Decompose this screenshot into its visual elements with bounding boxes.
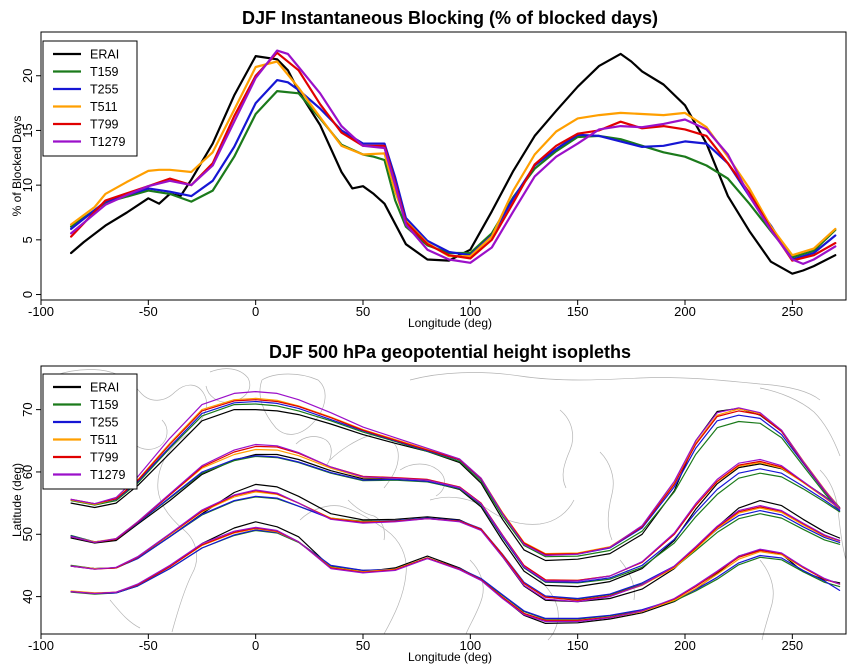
panel2-title: DJF 500 hPa geopotential height isopleth… (269, 342, 631, 362)
p1-series-t799-line (70, 51, 837, 262)
p2-series-erai-isopleth-2 (70, 453, 841, 588)
panel2-chart: -100 -50 0 50 100 150 200 250 40 50 60 70 Longitud… (10, 365, 847, 664)
panel2-y-axis-label: Latitude (deg) (10, 463, 24, 537)
p1-series-t255-line (70, 79, 837, 261)
p2-x-tick-label: 0 (252, 638, 259, 653)
panel2-legend: ERAI T159 T255 T511 T799 T1279 (42, 373, 138, 490)
p1-y-tick-label: 20 (20, 69, 35, 83)
p1-legend-box (42, 40, 138, 157)
p1-y-tick-label: 15 (20, 123, 35, 137)
p1-legend-label-t1279: T1279 (90, 135, 125, 149)
p2-x-tick-label: -50 (139, 638, 158, 653)
p2-legend-label-t511: T511 (90, 433, 118, 447)
panel2-frame (40, 365, 847, 635)
p2-series-t1279-isopleth-2 (70, 443, 841, 582)
panel1-frame (40, 31, 847, 301)
p2-y-tick-label: 60 (20, 465, 35, 479)
p1-series-t1279-line (70, 49, 837, 265)
p2-legend-label-t799: T799 (90, 451, 119, 465)
panel1-y-axis-label: % of Blocked Days (10, 116, 24, 217)
panel2-x-axis-label: Longitude (deg) (408, 650, 492, 664)
p2-x-tick-label: 100 (459, 638, 481, 653)
p1-legend-label-t255: T255 (90, 83, 119, 97)
panel1-y-ticks: 0 5 10 15 20 (20, 69, 41, 298)
p1-x-tick-label: 0 (252, 304, 259, 319)
p2-x-tick-label: 200 (674, 638, 696, 653)
p2-series-t159-isopleth-1 (70, 403, 841, 558)
panel1-title: DJF Instantaneous Blocking (% of blocked… (242, 8, 658, 28)
panel1-chart: -100 -50 0 50 100 150 200 250 0 5 10 15 20 Longitud… (10, 31, 847, 330)
p1-y-tick-label: 10 (20, 178, 35, 192)
p1-legend-label-erai: ERAI (90, 48, 119, 62)
p2-legend-label-t255: T255 (90, 416, 119, 430)
panel1-series-lines (70, 49, 837, 275)
p2-x-tick-label: 50 (356, 638, 370, 653)
p1-legend-label-t511: T511 (90, 100, 118, 114)
p2-series-t799-isopleth-3 (70, 490, 841, 601)
panel2-series-lines (70, 391, 841, 624)
p2-y-tick-label: 40 (20, 589, 35, 603)
p1-x-tick-label: 50 (356, 304, 370, 319)
p1-legend-label-t799: T799 (90, 118, 119, 132)
p2-y-tick-label: 70 (20, 402, 35, 416)
p2-x-tick-label: -100 (28, 638, 54, 653)
panel2-y-ticks: 40 50 60 70 (20, 402, 41, 604)
p2-legend-label-t159: T159 (90, 398, 119, 412)
panel2-x-ticks: -100 -50 0 50 100 150 200 250 (28, 634, 803, 653)
p1-x-tick-label: -100 (28, 304, 54, 319)
p2-legend-box (42, 373, 138, 490)
p2-x-tick-label: 250 (781, 638, 803, 653)
p1-y-tick-label: 5 (20, 236, 35, 243)
panel1-x-axis-label: Longitude (deg) (408, 316, 492, 330)
p1-x-tick-label: 100 (459, 304, 481, 319)
p2-x-tick-label: 150 (567, 638, 589, 653)
p2-y-tick-label: 50 (20, 527, 35, 541)
p1-legend-label-t159: T159 (90, 65, 119, 79)
p1-x-tick-label: -50 (139, 304, 158, 319)
p2-legend-label-erai: ERAI (90, 381, 119, 395)
p2-series-t1279-isopleth-4 (70, 526, 841, 623)
p1-x-tick-label: 250 (781, 304, 803, 319)
p2-series-t1279-isopleth-3 (70, 489, 841, 603)
panel1-legend: ERAI T159 T255 T511 T799 T1279 (42, 40, 138, 157)
p1-x-tick-label: 200 (674, 304, 696, 319)
p1-x-tick-label: 150 (567, 304, 589, 319)
panel1-x-ticks: -100 -50 0 50 100 150 200 250 (28, 300, 803, 319)
p2-series-t255-isopleth-4 (70, 529, 841, 619)
p1-y-tick-label: 0 (20, 291, 35, 298)
p2-legend-label-t1279: T1279 (90, 468, 125, 482)
p2-series-t1279-isopleth-1 (70, 391, 841, 557)
